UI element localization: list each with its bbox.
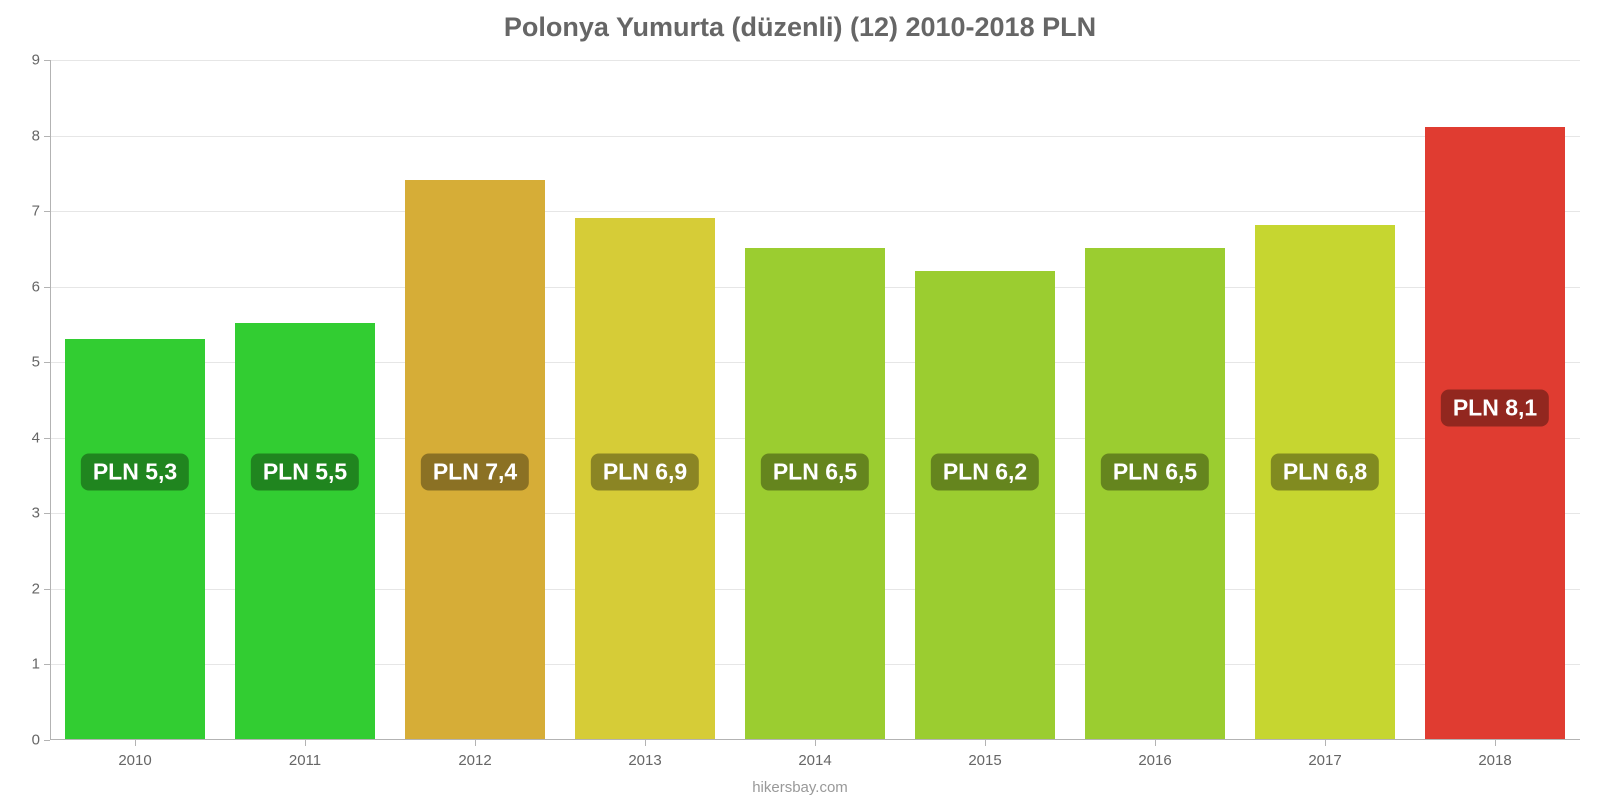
y-tick-label: 6 (32, 278, 50, 295)
y-tick-label: 9 (32, 52, 50, 69)
x-tick-mark (815, 740, 816, 746)
bar-value-label: PLN 6,9 (591, 453, 699, 490)
bar-value-label: PLN 5,5 (251, 453, 359, 490)
x-tick-mark (645, 740, 646, 746)
x-tick-mark (1325, 740, 1326, 746)
bar-value-label: PLN 7,4 (421, 453, 529, 490)
bar-value-label: PLN 8,1 (1441, 389, 1549, 426)
credit-text: hikersbay.com (0, 779, 1600, 796)
x-tick-mark (135, 740, 136, 746)
x-tick-mark (1495, 740, 1496, 746)
bar (1425, 127, 1564, 739)
bar-value-label: PLN 6,5 (761, 453, 869, 490)
x-tick-mark (475, 740, 476, 746)
x-tick-mark (305, 740, 306, 746)
bar-value-label: PLN 6,2 (931, 453, 1039, 490)
plot-area: 0123456789 PLN 5,3PLN 5,5PLN 7,4PLN 6,9P… (50, 60, 1580, 740)
chart-container: Polonya Yumurta (düzenli) (12) 2010-2018… (0, 0, 1600, 800)
y-tick-label: 1 (32, 656, 50, 673)
bar (65, 339, 204, 739)
y-tick-label: 0 (32, 732, 50, 749)
bars-group: PLN 5,3 PLN 5,5 PLN 7,4 PLN 6,9 PLN 6,5 PLN 6… (50, 60, 1580, 740)
y-tick-label: 3 (32, 505, 50, 522)
bar (235, 323, 374, 739)
chart-title: Polonya Yumurta (düzenli) (12) 2010-2018… (0, 12, 1600, 43)
y-tick-label: 5 (32, 354, 50, 371)
bar (915, 271, 1054, 739)
y-tick-label: 4 (32, 429, 50, 446)
bar (745, 248, 884, 739)
bar-value-label: PLN 6,5 (1101, 453, 1209, 490)
y-tick-label: 2 (32, 580, 50, 597)
x-tick-mark (985, 740, 986, 746)
y-tick-label: 7 (32, 203, 50, 220)
x-tick-mark (1155, 740, 1156, 746)
bar-value-label: PLN 5,3 (81, 453, 189, 490)
bar-value-label: PLN 6,8 (1271, 453, 1379, 490)
y-tick-label: 8 (32, 127, 50, 144)
bar (1085, 248, 1224, 739)
